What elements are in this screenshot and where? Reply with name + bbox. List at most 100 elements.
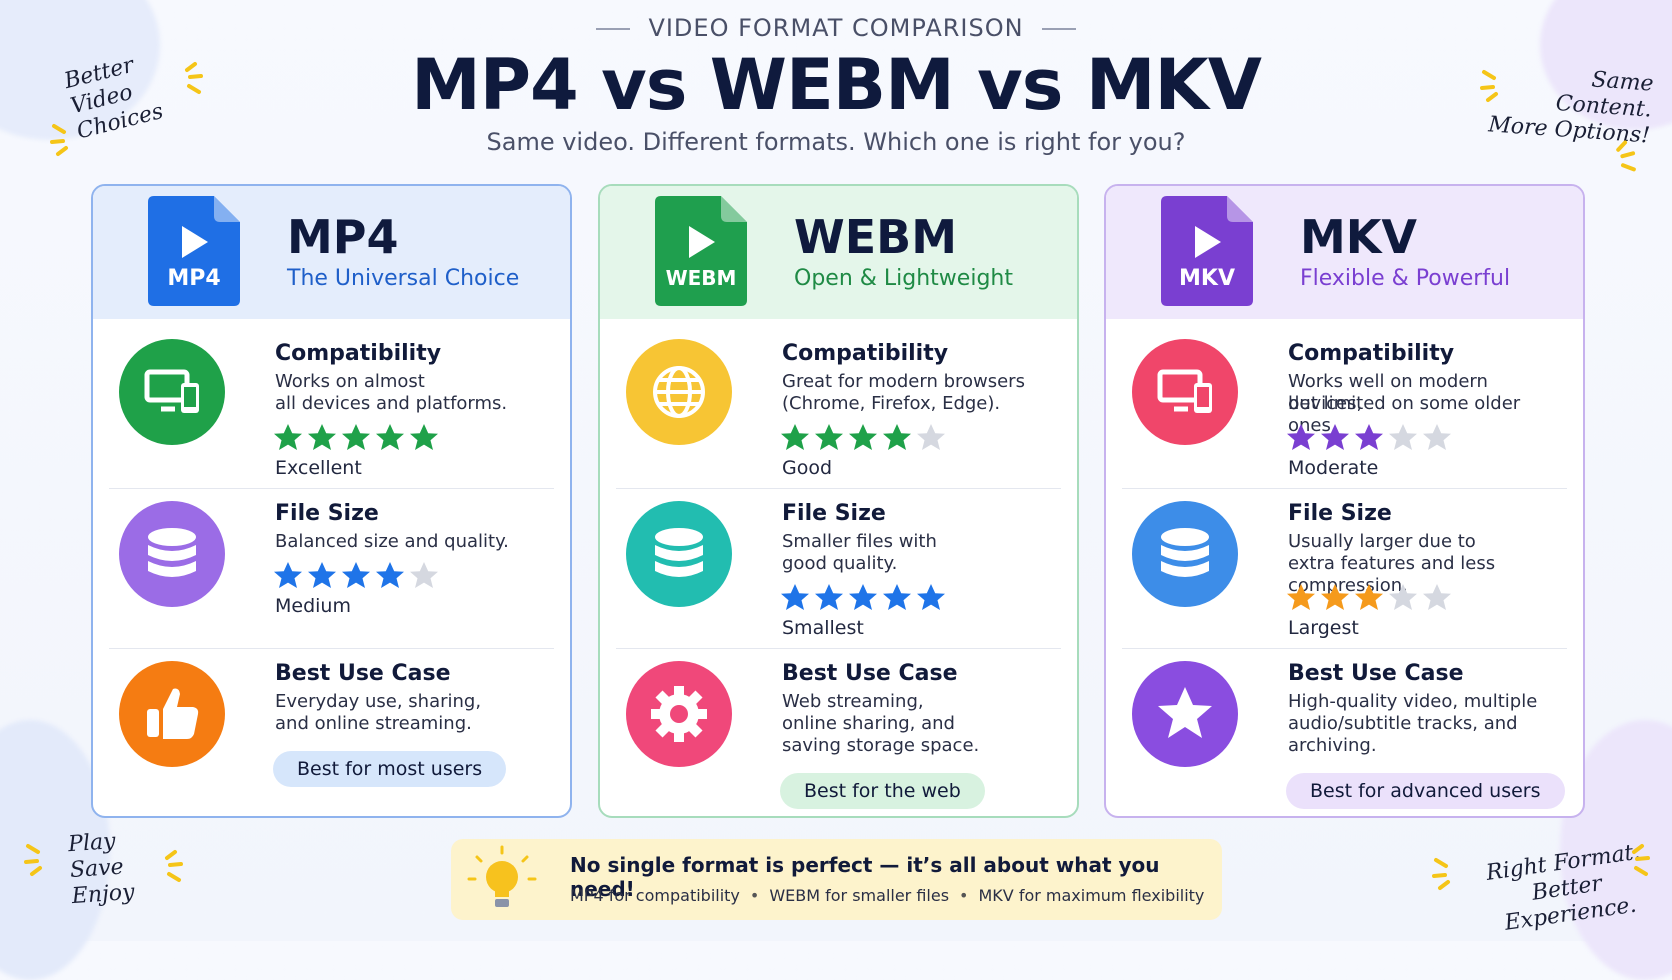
main-title: MP4 vs WEBM vs MKV xyxy=(411,44,1262,126)
feature-text: archiving. xyxy=(1288,735,1377,756)
file-shape xyxy=(1161,196,1253,306)
feature-row: Best Use Case Everyday use, sharing, and o… xyxy=(109,649,554,816)
feature-text: all devices and platforms. xyxy=(275,393,508,414)
sparkle xyxy=(1432,858,1450,890)
feature-icon xyxy=(626,339,732,445)
feature-title: File Size xyxy=(1288,501,1392,526)
feature-row: File Size Balanced size and quality. Mediu… xyxy=(109,489,554,649)
feature-text: Balanced size and quality. xyxy=(275,531,509,552)
star-filled xyxy=(342,424,370,450)
recommendation-badge: Best for the web xyxy=(780,773,985,809)
feature-text: Works on almost xyxy=(275,371,425,392)
feature-text: Web streaming, xyxy=(782,691,924,712)
star-empty xyxy=(1423,424,1451,450)
star-rating xyxy=(273,423,439,451)
feature-text: online sharing, and xyxy=(782,713,955,734)
feature-text: good quality. xyxy=(782,553,898,574)
summary-item: WEBM for smaller files xyxy=(769,886,950,905)
feature-icon xyxy=(1132,501,1238,607)
file-shape xyxy=(655,196,747,306)
format-tagline: Flexible & Powerful xyxy=(1300,266,1511,291)
feature-text: High-quality video, multiple xyxy=(1288,691,1538,712)
card-header: MP4 MP4 The Universal Choice xyxy=(93,186,570,319)
feature-text: (Chrome, Firefox, Edge). xyxy=(782,393,1001,414)
feature-icon xyxy=(119,339,225,445)
feature-title: Best Use Case xyxy=(275,661,451,686)
summary-item: MKV for maximum flexibility xyxy=(978,886,1205,905)
star-filled xyxy=(815,584,843,610)
feature-title: Best Use Case xyxy=(782,661,958,686)
infographic: VIDEO FORMAT COMPARISON MP4 vs WEBM vs M… xyxy=(0,0,1672,941)
format-card: MP4 MP4 The Universal Choice Compatibility W… xyxy=(91,184,572,818)
rating-label: Excellent xyxy=(275,457,362,479)
star-filled xyxy=(308,424,336,450)
star-rating xyxy=(780,423,946,451)
recommendation-badge: Best for most users xyxy=(273,751,507,787)
feature-row: File Size Usually larger due to extra feat… xyxy=(1122,489,1567,649)
kicker: VIDEO FORMAT COMPARISON xyxy=(0,14,1672,42)
star-filled xyxy=(815,424,843,450)
star-empty xyxy=(410,562,438,588)
file-shape xyxy=(148,196,240,306)
star-empty xyxy=(1389,424,1417,450)
card-header: WEBM WEBM Open & Lightweight xyxy=(600,186,1077,319)
feature-row: Best Use Case Web streaming, online sharin… xyxy=(616,649,1061,816)
sparkle xyxy=(1632,844,1650,876)
feature-icon xyxy=(626,501,732,607)
sparkle xyxy=(1616,140,1636,172)
feature-title: File Size xyxy=(275,501,379,526)
sparkle xyxy=(24,844,42,876)
subtitle: Same video. Different formats. Which one… xyxy=(486,128,1186,156)
feature-icon xyxy=(1132,661,1238,767)
note-line: Enjoy xyxy=(70,879,136,910)
summary-headline: No single format is perfect — it’s all a… xyxy=(570,853,1160,901)
file-icon: WEBM xyxy=(655,196,747,306)
recommendation-badge: Best for advanced users xyxy=(1286,773,1565,809)
rating-label: Smallest xyxy=(782,617,864,639)
star-filled xyxy=(883,424,911,450)
star-filled xyxy=(376,424,404,450)
star-filled xyxy=(1355,584,1383,610)
star-filled xyxy=(274,562,302,588)
feature-text: Everyday use, sharing, xyxy=(275,691,482,712)
feature-text: saving storage space. xyxy=(782,735,980,756)
card-header: MKV MKV Flexible & Powerful xyxy=(1106,186,1583,319)
star-filled xyxy=(1287,424,1315,450)
feature-row: File Size Smaller files with good quality.… xyxy=(616,489,1061,649)
feature-text: Usually larger due to xyxy=(1288,531,1476,552)
star-rating xyxy=(1286,423,1452,451)
rating-label: Good xyxy=(782,457,833,479)
feature-row: Compatibility Works on almost all devices … xyxy=(109,319,554,489)
feature-title: Best Use Case xyxy=(1288,661,1464,686)
star-filled xyxy=(342,562,370,588)
feature-title: Compatibility xyxy=(275,341,442,366)
star-filled xyxy=(917,584,945,610)
star-rating xyxy=(1286,583,1452,611)
rating-label: Medium xyxy=(275,595,351,617)
feature-icon xyxy=(1132,339,1238,445)
feature-title: Compatibility xyxy=(1288,341,1455,366)
star-filled xyxy=(274,424,302,450)
star-empty xyxy=(917,424,945,450)
star-filled xyxy=(883,584,911,610)
star-filled xyxy=(849,584,877,610)
star-filled xyxy=(781,424,809,450)
feature-text: Smaller files with xyxy=(782,531,937,552)
star-filled xyxy=(849,424,877,450)
feature-text: extra features and less compression. xyxy=(1288,553,1496,596)
separator-dot: • xyxy=(749,886,760,905)
feature-text: audio/subtitle tracks, and xyxy=(1288,713,1518,734)
star-empty xyxy=(1423,584,1451,610)
feature-text: and online streaming. xyxy=(275,713,472,734)
feature-text: but limited on some older ones. xyxy=(1288,393,1521,436)
star-filled xyxy=(1321,424,1349,450)
file-icon-label: MP4 xyxy=(167,266,221,291)
feature-title: Compatibility xyxy=(782,341,949,366)
feature-row: Best Use Case High-quality video, multipl… xyxy=(1122,649,1567,816)
feature-row: Compatibility Works well on modern device… xyxy=(1122,319,1567,489)
feature-text: Works well on modern devices, xyxy=(1288,371,1488,414)
sparkle xyxy=(1480,70,1498,102)
star-filled xyxy=(781,584,809,610)
feature-title: File Size xyxy=(782,501,886,526)
sparkle xyxy=(50,124,68,156)
